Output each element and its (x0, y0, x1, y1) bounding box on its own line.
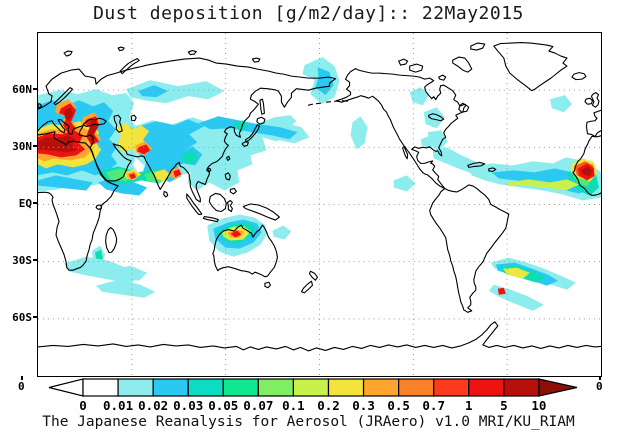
colorbar: 0 0.01 0.02 0.03 0.05 0.07 0.1 0.2 0.3 0.5 0.7 1 5 10 (48, 378, 578, 413)
colorbar-segment (433, 378, 470, 397)
colorbar-tick-label: 0.05 (208, 398, 238, 413)
map-frame (37, 32, 602, 377)
field-polygon (409, 87, 429, 106)
field-polygon (420, 135, 437, 149)
lat-label: 30N (12, 139, 32, 153)
colorbar-tick-label: 1 (465, 398, 473, 413)
colorbar-segment (152, 378, 189, 397)
lat-tick (33, 259, 38, 261)
colorbar-tick-label: 0.07 (243, 398, 273, 413)
field-polygon (549, 95, 572, 113)
field-polygon (580, 166, 592, 177)
colorbar-segment (292, 378, 330, 397)
field-polygon (96, 279, 156, 298)
colorbar-tick-label: 0.3 (352, 398, 375, 413)
field-polygon (135, 119, 205, 183)
field-polygon (137, 144, 151, 155)
colorbar-segment (82, 378, 119, 397)
colorbar-tick-label: 0.5 (387, 398, 410, 413)
chart-title: Dust deposition [g/m2/day]:: 22May2015 (93, 3, 524, 24)
colorbar-segment (362, 378, 400, 397)
colorbar-segment (257, 378, 295, 397)
colorbar-segment (187, 378, 224, 397)
colorbar-tick-label: 0.7 (422, 398, 445, 413)
colorbar-tick-label: 0.01 (103, 398, 133, 413)
dust-field-layer (38, 57, 601, 311)
colorbar-segment (327, 378, 365, 397)
colorbar-arrow-left (48, 378, 84, 397)
field-polygon (423, 107, 445, 129)
colorbar-arrow-right (538, 378, 578, 397)
field-polygon (112, 265, 148, 281)
colorbar-tick-label: 5 (500, 398, 508, 413)
colorbar-tick-label: 0.1 (282, 398, 305, 413)
lon-label-left: 0 (18, 380, 25, 393)
lon-tick-left (21, 376, 23, 380)
field-polygon (98, 177, 148, 196)
lat-label: 60N (12, 82, 32, 96)
field-polygon (506, 179, 579, 191)
lat-label: EQ (18, 196, 32, 210)
lat-tick (33, 316, 38, 318)
colorbar-segment (468, 378, 505, 397)
field-polygon (38, 135, 78, 153)
field-polygon (233, 120, 249, 133)
world-map (38, 33, 601, 376)
field-polygon (38, 175, 94, 191)
lat-tick (33, 88, 38, 90)
lat-tick (33, 202, 38, 204)
colorbar-tick-label: 0 (79, 398, 87, 413)
colorbar-segment (222, 378, 259, 397)
lat-label: 60S (12, 310, 32, 324)
colorbar-segment (398, 378, 435, 397)
coastlines (38, 41, 601, 352)
colorbar-tick-label: 0.2 (317, 398, 340, 413)
field-polygon (488, 284, 544, 311)
field-polygon (126, 80, 225, 104)
field-polygon (427, 130, 448, 152)
field-polygon (350, 116, 368, 150)
caption: The Japanese Reanalysis for Aerosol (JRA… (42, 414, 575, 430)
field-polygon (64, 107, 74, 122)
field-polygon (129, 173, 137, 180)
field-polygon (198, 116, 298, 140)
colorbar-segment (117, 378, 154, 397)
colorbar-tick-label: 0.03 (173, 398, 203, 413)
field-polygon (95, 249, 104, 260)
field-polygon (272, 225, 292, 240)
lon-tick-right (599, 376, 601, 380)
colorbar-segment (503, 378, 540, 397)
lon-label-right: 0 (596, 380, 603, 393)
field-polygon (393, 175, 416, 192)
lat-tick (33, 145, 38, 147)
lat-label: 30S (12, 253, 32, 267)
field-polygon (138, 85, 169, 98)
colorbar-tick-label: 10 (531, 398, 546, 413)
field-polygon (230, 230, 242, 238)
field-polygon (181, 150, 199, 165)
field-polygon (497, 287, 506, 295)
field-polygon (504, 268, 527, 278)
colorbar-tick-label: 0.02 (138, 398, 168, 413)
